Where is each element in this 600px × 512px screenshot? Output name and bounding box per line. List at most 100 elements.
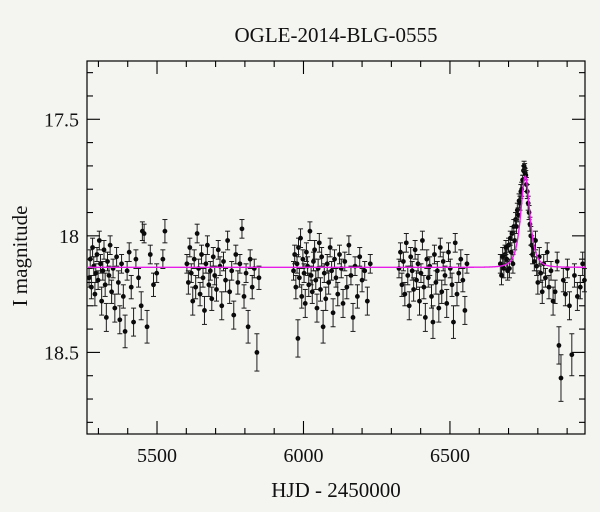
data-point bbox=[346, 242, 352, 248]
data-point bbox=[133, 256, 139, 262]
data-point bbox=[241, 294, 247, 299]
data-point bbox=[106, 273, 112, 278]
data-point bbox=[245, 324, 251, 330]
data-point bbox=[408, 254, 414, 260]
data-point bbox=[207, 268, 213, 274]
data-point bbox=[337, 252, 342, 257]
data-point bbox=[291, 268, 296, 274]
data-point bbox=[439, 289, 445, 295]
data-point bbox=[340, 301, 346, 306]
data-point bbox=[191, 256, 197, 262]
data-point bbox=[533, 238, 538, 243]
x-tick-label: 5500 bbox=[137, 445, 177, 467]
y-tick-label: 18 bbox=[59, 226, 79, 248]
data-point bbox=[342, 259, 348, 264]
data-point bbox=[364, 298, 370, 304]
data-point bbox=[436, 305, 442, 311]
data-point bbox=[301, 270, 307, 276]
data-point bbox=[231, 312, 237, 318]
data-point bbox=[96, 238, 102, 243]
data-point bbox=[510, 261, 516, 267]
data-point bbox=[442, 273, 448, 278]
data-point bbox=[512, 238, 518, 243]
data-point bbox=[215, 247, 221, 253]
data-point bbox=[458, 256, 464, 262]
data-point bbox=[326, 280, 332, 285]
data-point bbox=[95, 277, 101, 283]
data-point bbox=[432, 252, 437, 257]
data-point bbox=[93, 270, 99, 276]
data-point bbox=[128, 284, 134, 290]
data-point bbox=[504, 256, 510, 262]
data-point bbox=[464, 261, 470, 267]
data-point bbox=[335, 291, 341, 297]
data-point bbox=[312, 247, 318, 253]
data-point bbox=[131, 319, 136, 325]
data-point bbox=[120, 294, 126, 299]
data-point bbox=[456, 270, 462, 276]
data-point bbox=[190, 298, 196, 304]
data-point bbox=[147, 252, 153, 257]
data-point bbox=[151, 282, 156, 288]
data-point bbox=[304, 249, 309, 255]
data-point bbox=[405, 273, 411, 278]
data-point bbox=[160, 256, 166, 262]
data-point bbox=[87, 256, 93, 262]
data-point bbox=[119, 261, 124, 267]
data-point bbox=[454, 291, 460, 297]
data-point bbox=[237, 261, 243, 267]
data-point bbox=[515, 212, 521, 218]
data-point bbox=[544, 249, 550, 255]
data-point bbox=[298, 235, 303, 241]
data-point bbox=[572, 273, 577, 278]
data-point bbox=[311, 259, 316, 264]
data-point bbox=[320, 324, 326, 330]
data-point bbox=[507, 235, 513, 241]
data-point bbox=[434, 268, 440, 274]
y-tick-label: 17.5 bbox=[44, 109, 79, 131]
data-point bbox=[115, 280, 121, 285]
data-point bbox=[86, 275, 92, 281]
data-point bbox=[313, 277, 319, 283]
data-point bbox=[556, 343, 562, 348]
data-point bbox=[114, 254, 119, 260]
data-point bbox=[295, 336, 301, 341]
data-point bbox=[451, 319, 456, 325]
data-point bbox=[348, 273, 354, 278]
model-curve bbox=[87, 174, 585, 269]
data-point bbox=[433, 280, 439, 285]
data-point bbox=[122, 329, 128, 334]
x-tick-label: 6000 bbox=[283, 445, 323, 467]
data-point bbox=[105, 259, 110, 264]
data-point bbox=[309, 289, 315, 295]
data-point bbox=[534, 263, 540, 269]
data-point bbox=[411, 287, 417, 292]
data-point bbox=[141, 231, 147, 236]
axes-frame bbox=[86, 60, 586, 435]
data-point bbox=[300, 256, 306, 262]
data-point bbox=[424, 256, 430, 262]
data-point bbox=[440, 259, 446, 264]
data-point bbox=[508, 249, 514, 255]
data-point bbox=[126, 249, 132, 255]
data-point bbox=[102, 282, 108, 288]
data-point bbox=[124, 268, 130, 274]
data-point bbox=[580, 261, 586, 267]
data-point bbox=[350, 315, 356, 320]
data-point bbox=[531, 259, 537, 264]
data-point bbox=[314, 305, 320, 311]
photometry-points bbox=[86, 160, 587, 402]
data-point bbox=[332, 256, 337, 262]
data-point bbox=[577, 284, 583, 290]
data-point bbox=[402, 291, 408, 297]
data-point bbox=[406, 303, 412, 309]
data-point bbox=[558, 375, 564, 381]
data-point bbox=[293, 284, 299, 290]
data-point bbox=[430, 319, 436, 325]
data-point bbox=[194, 231, 200, 236]
data-point bbox=[554, 259, 560, 264]
y-tick-label: 18.5 bbox=[44, 342, 79, 364]
data-point bbox=[562, 291, 568, 297]
model-curve-path bbox=[87, 174, 585, 269]
data-point bbox=[229, 268, 235, 274]
